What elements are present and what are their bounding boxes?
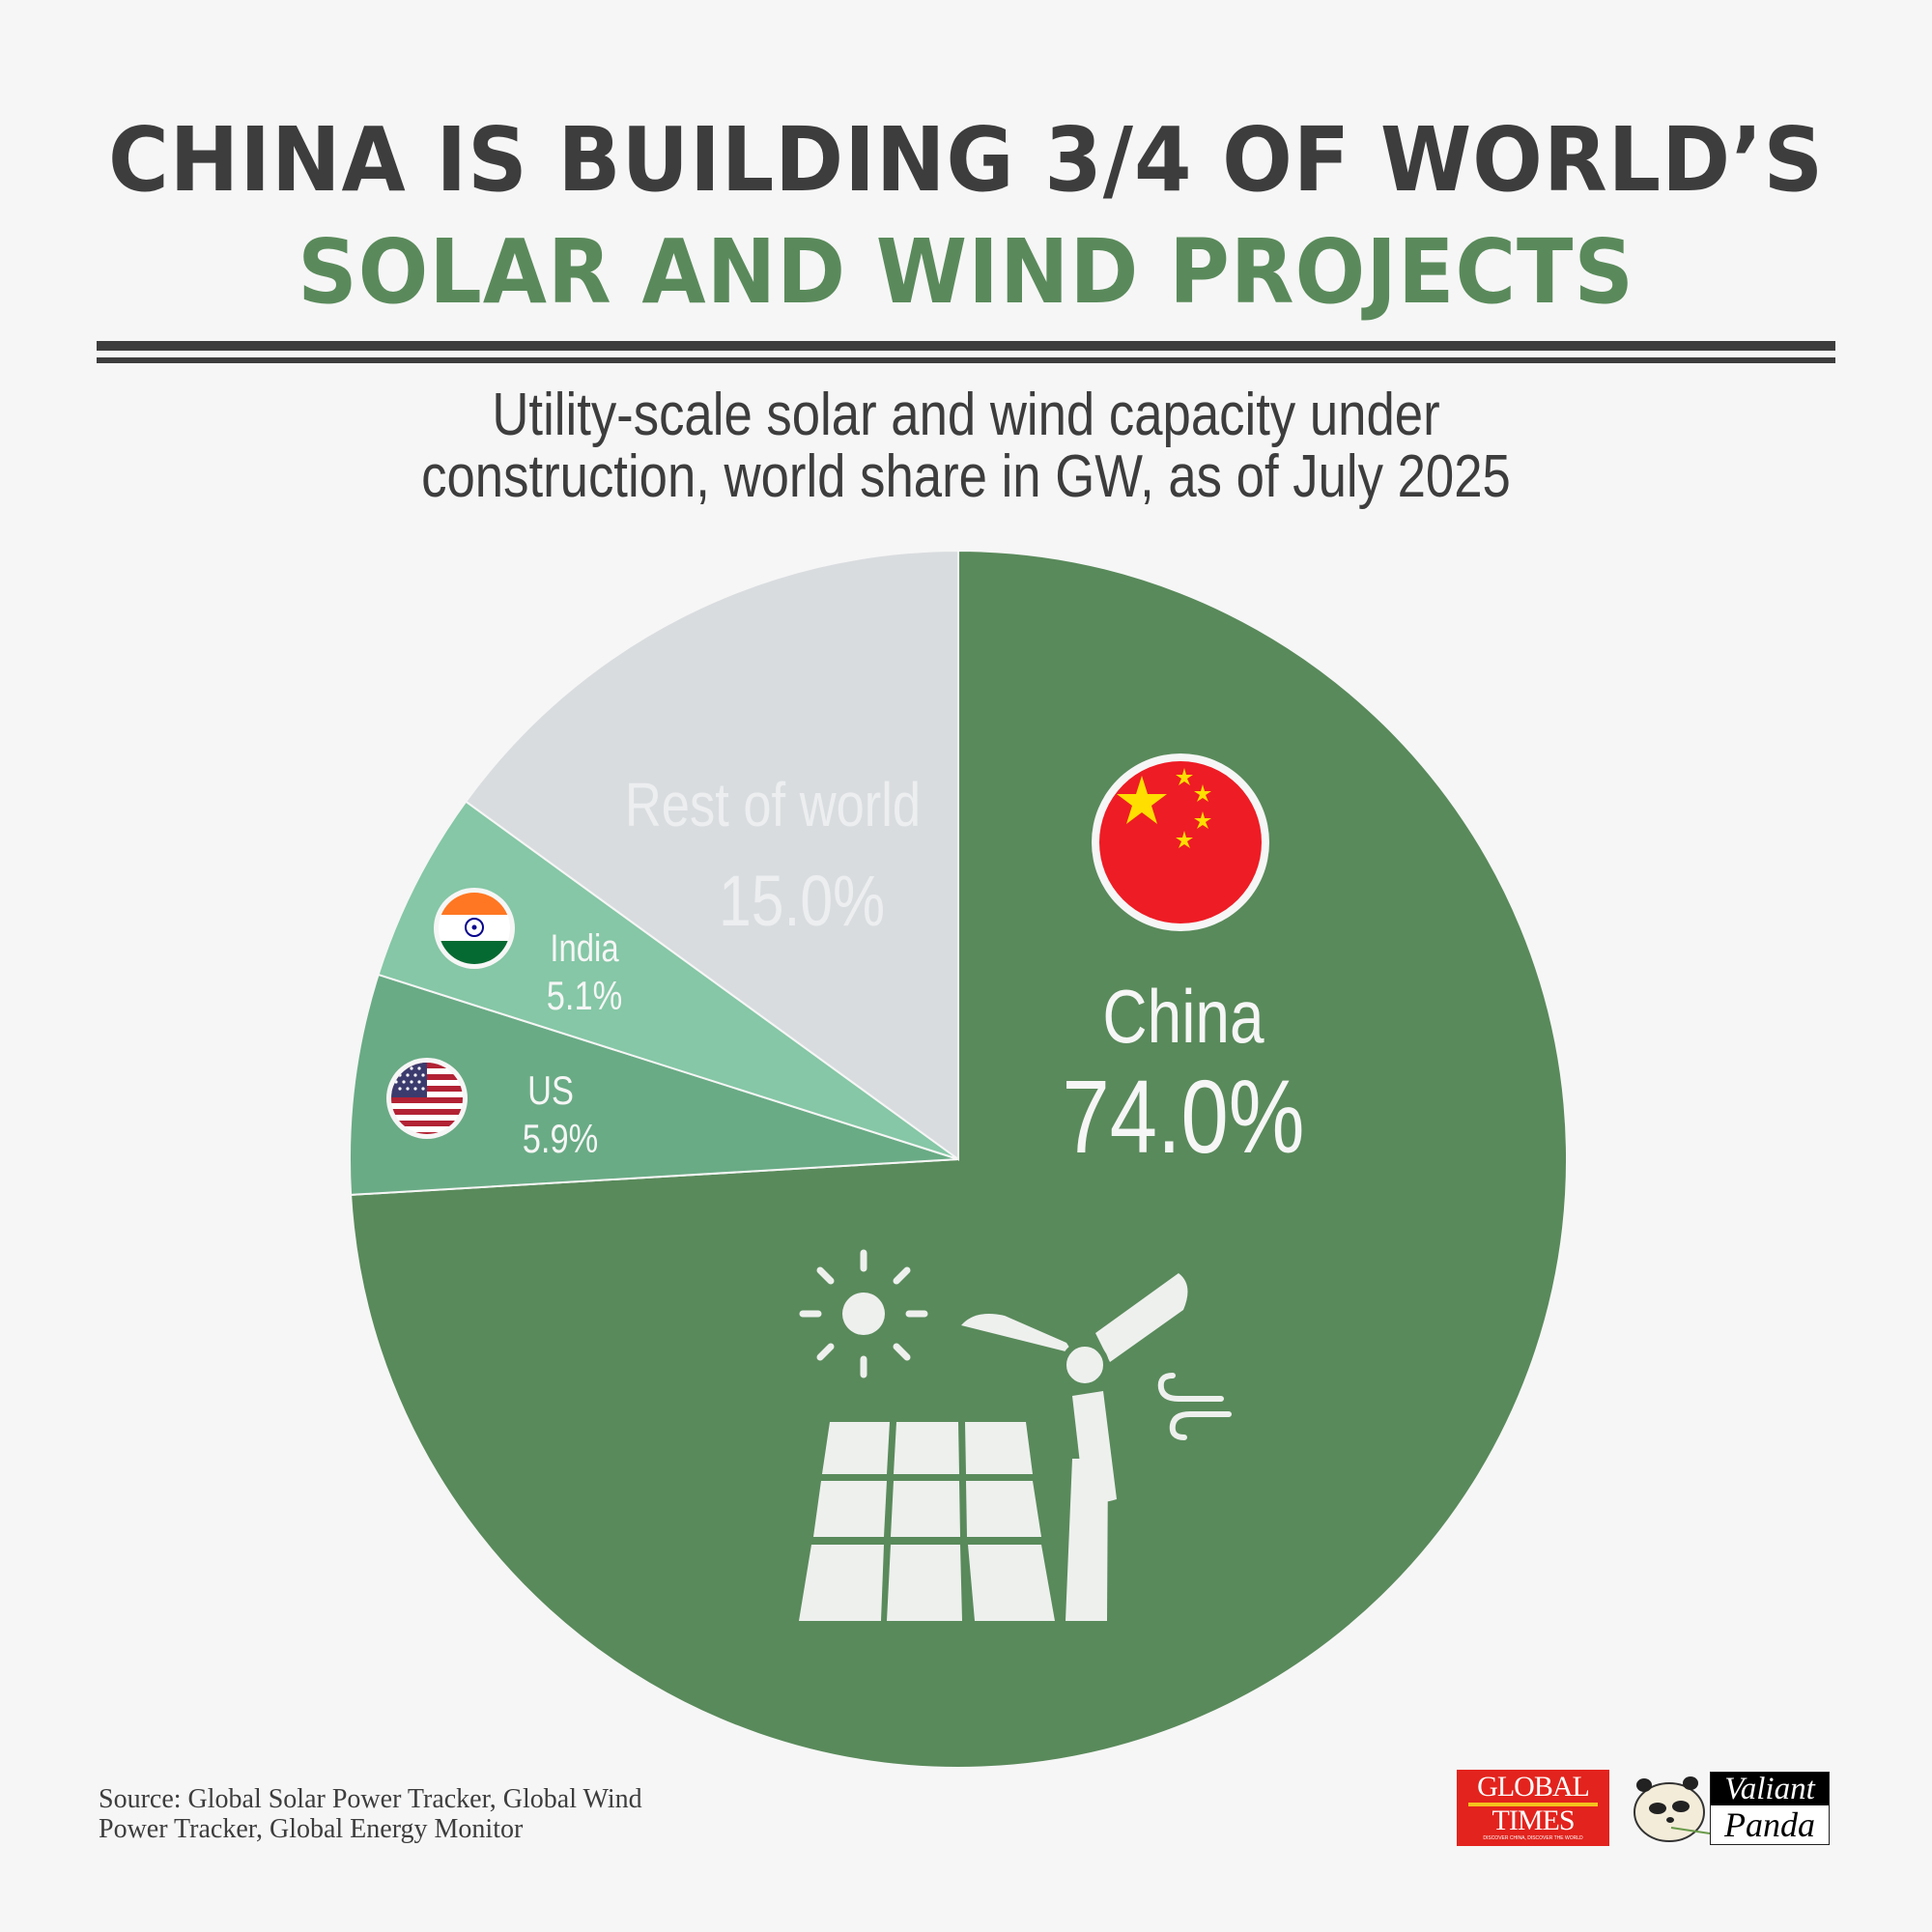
label-rest-name: Rest of world: [624, 770, 922, 839]
label-india-value: 5.1%: [546, 973, 623, 1018]
logo-tagline: DISCOVER CHINA, DISCOVER THE WORLD: [1483, 1835, 1583, 1841]
label-china-name: China: [1102, 974, 1264, 1059]
solar-panel-wind-turbine-icon: [799, 1249, 1232, 1621]
panda-mascot-icon: [1634, 1776, 1711, 1842]
valiant-panda-logo: Valiant Panda: [1710, 1772, 1830, 1845]
india-flag-icon: [434, 888, 515, 969]
source-note: Source: Global Solar Power Tracker, Glob…: [99, 1784, 642, 1844]
global-times-logo: GLOBAL TIMES DISCOVER CHINA, DISCOVER TH…: [1457, 1770, 1609, 1846]
pie-slice-india[interactable]: [377, 800, 959, 1160]
title-rule-thin: [97, 357, 1835, 363]
logo-panda: Panda: [1711, 1805, 1829, 1844]
logo-valiant: Valiant: [1711, 1773, 1829, 1805]
label-china-value: 74.0%: [1062, 1058, 1305, 1175]
logo-bar: [1468, 1803, 1598, 1806]
subtitle-line-1: Utility-scale solar and wind capacity un…: [492, 382, 1440, 448]
label-rest-value: 15.0%: [718, 861, 886, 941]
source-line-2: Power Tracker, Global Energy Monitor: [99, 1814, 524, 1844]
label-india-name: India: [550, 927, 619, 970]
subtitle-line-2: construction, world share in GW, as of J…: [421, 443, 1511, 510]
title-rule-thick: [97, 341, 1835, 351]
label-us-value: 5.9%: [522, 1116, 599, 1161]
pie-slice-rest-of-world[interactable]: [464, 549, 959, 1161]
logo-times: TIMES: [1492, 1804, 1576, 1836]
us-flag-icon: [386, 1058, 468, 1139]
pie-slice-us[interactable]: [349, 973, 959, 1196]
title-line-2: SOLAR AND WIND PROJECTS: [298, 220, 1634, 324]
subtitle: Utility-scale solar and wind capacity un…: [145, 384, 1787, 508]
label-us-name: US: [527, 1067, 574, 1113]
source-line-1: Source: Global Solar Power Tracker, Glob…: [99, 1784, 642, 1814]
logo-global: GLOBAL: [1477, 1771, 1590, 1803]
china-flag-icon: [1092, 753, 1269, 931]
title-line-1: CHINA IS BUILDING 3/4 OF WORLD’S: [107, 108, 1825, 212]
